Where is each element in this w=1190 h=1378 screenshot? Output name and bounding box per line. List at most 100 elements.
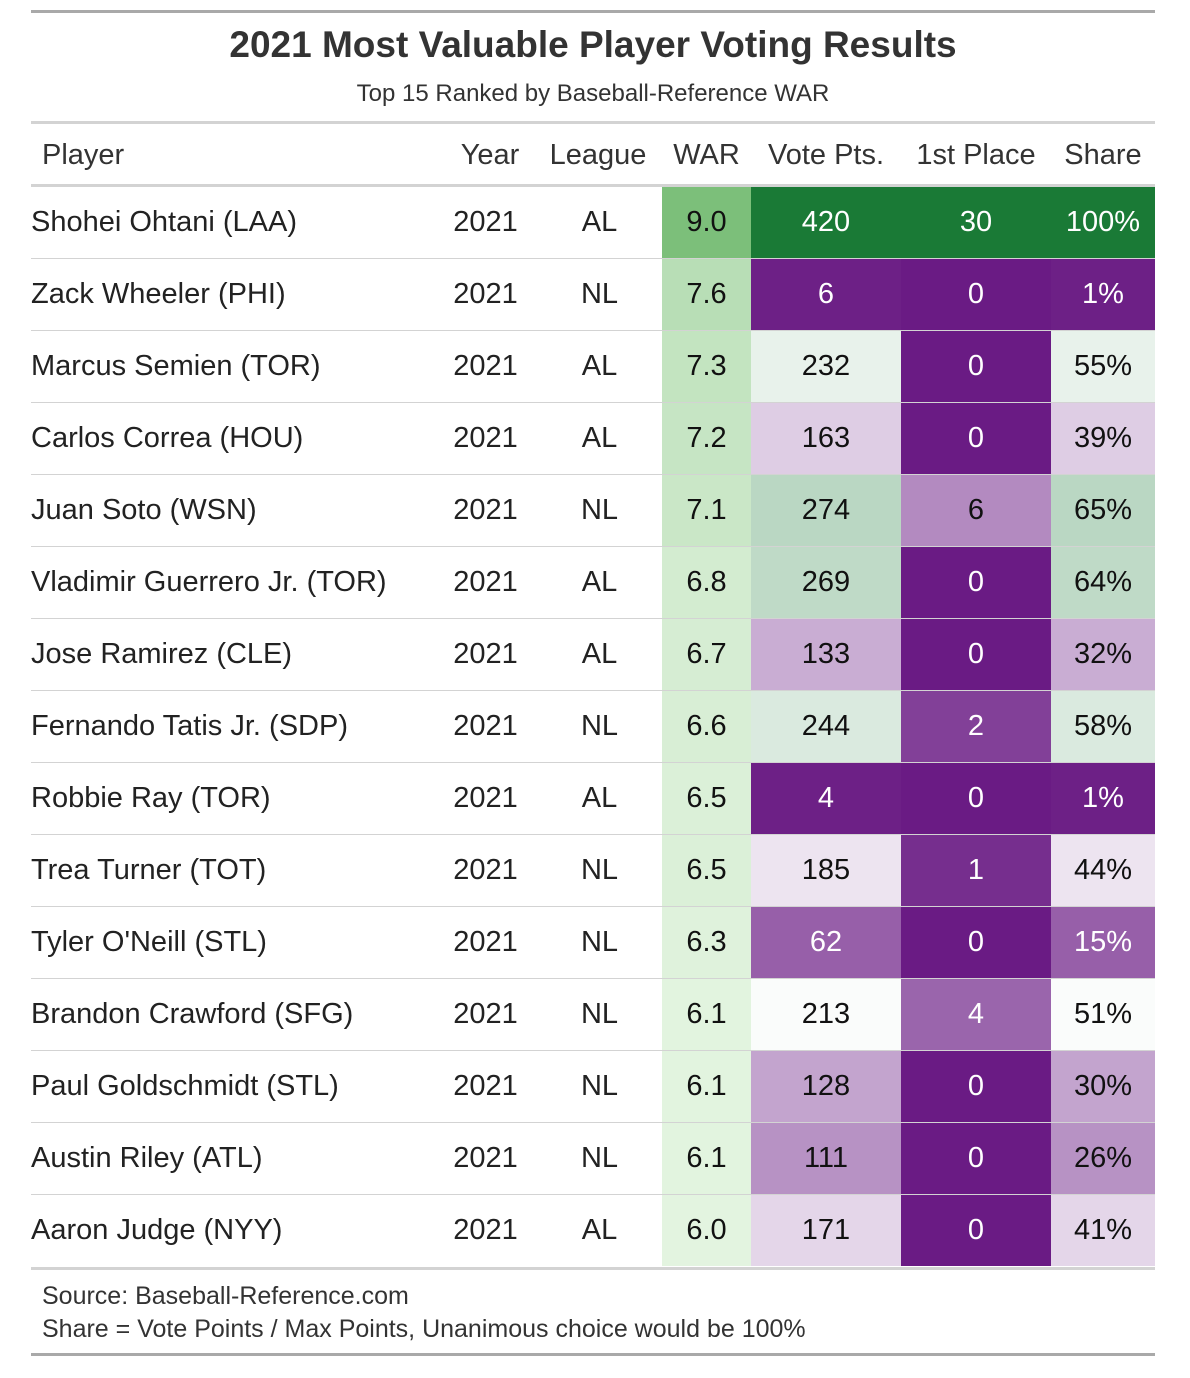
cell-league: NL bbox=[537, 258, 662, 331]
cell-vote-pts: 185 bbox=[751, 834, 901, 907]
cell-first-place: 0 bbox=[901, 258, 1051, 331]
header-player: Player bbox=[42, 139, 125, 171]
cell-league: AL bbox=[537, 187, 662, 259]
cell-year: 2021 bbox=[434, 906, 537, 979]
cell-vote-pts: 420 bbox=[751, 187, 901, 259]
cell-share: 1% bbox=[1051, 258, 1155, 331]
cell-league: AL bbox=[537, 546, 662, 619]
cell-vote-pts: 171 bbox=[751, 1194, 901, 1266]
cell-year: 2021 bbox=[434, 258, 537, 331]
table-row: Austin Riley (ATL) 2021 NL 6.1 111 0 26% bbox=[31, 1122, 1155, 1195]
cell-share: 55% bbox=[1051, 330, 1155, 403]
cell-player: Trea Turner (TOT) bbox=[31, 834, 434, 907]
cell-vote-pts: 244 bbox=[751, 690, 901, 763]
cell-league: NL bbox=[537, 1122, 662, 1195]
table-row: Shohei Ohtani (LAA) 2021 AL 9.0 420 30 100% bbox=[31, 187, 1155, 259]
cell-share: 44% bbox=[1051, 834, 1155, 907]
cell-share: 26% bbox=[1051, 1122, 1155, 1195]
cell-league: AL bbox=[581, 1214, 618, 1246]
cell-war: 6.1 bbox=[662, 1122, 751, 1195]
cell-year: 2021 bbox=[434, 690, 537, 763]
cell-share: 41% bbox=[1051, 1194, 1155, 1266]
cell-war: 6.6 bbox=[662, 690, 751, 763]
cell-year: 2021 bbox=[434, 978, 537, 1051]
cell-vote-pts: 4 bbox=[751, 762, 901, 835]
cell-share: 65% bbox=[1051, 474, 1155, 547]
cell-war: 6.0 bbox=[662, 1194, 751, 1266]
header-top-rule bbox=[31, 121, 1155, 124]
cell-league: NL bbox=[537, 978, 662, 1051]
cell-first-place: 0 bbox=[901, 618, 1051, 691]
column-header-row: Player Year League WAR Vote Pts. 1st Pla… bbox=[31, 124, 1155, 184]
header-bottom-rule bbox=[31, 184, 1155, 187]
table-row: Paul Goldschmidt (STL) 2021 NL 6.1 128 0 30% bbox=[31, 1050, 1155, 1123]
cell-league: AL bbox=[537, 762, 662, 835]
cell-share: 51% bbox=[1051, 978, 1155, 1051]
cell-first-place: 2 bbox=[901, 690, 1051, 763]
cell-share: 58% bbox=[1051, 690, 1155, 763]
cell-war: 9.0 bbox=[662, 187, 751, 259]
data-table: Shohei Ohtani (LAA) 2021 AL 9.0 420 30 100% Zac… bbox=[31, 187, 1155, 1266]
cell-player: Carlos Correa (HOU) bbox=[31, 402, 434, 475]
cell-vote-pts: 269 bbox=[751, 546, 901, 619]
cell-first-place: 30 bbox=[901, 187, 1051, 259]
cell-league: NL bbox=[537, 906, 662, 979]
cell-war: 6.3 bbox=[662, 906, 751, 979]
cell-vote-pts: 163 bbox=[751, 402, 901, 475]
cell-player: Tyler O'Neill (STL) bbox=[31, 906, 434, 979]
cell-share: 32% bbox=[1051, 618, 1155, 691]
cell-vote-pts: 62 bbox=[751, 906, 901, 979]
cell-share: 1% bbox=[1051, 762, 1155, 835]
cell-vote-pts: 213 bbox=[751, 978, 901, 1051]
cell-year: 2021 bbox=[434, 618, 537, 691]
cell-year: 2021 bbox=[453, 1214, 518, 1246]
cell-vote-pts: 128 bbox=[751, 1050, 901, 1123]
header-first-place: 1st Place bbox=[916, 139, 1036, 171]
cell-vote-pts: 232 bbox=[751, 330, 901, 403]
cell-year: 2021 bbox=[434, 546, 537, 619]
source-note: Source: Baseball-Reference.com bbox=[42, 1282, 409, 1310]
cell-war: 7.1 bbox=[662, 474, 751, 547]
header-year: Year bbox=[460, 139, 520, 171]
cell-player: Paul Goldschmidt (STL) bbox=[31, 1050, 434, 1123]
cell-war: 7.2 bbox=[662, 402, 751, 475]
table-row: Carlos Correa (HOU) 2021 AL 7.2 163 0 39% bbox=[31, 402, 1155, 475]
cell-first-place: 0 bbox=[901, 1194, 1051, 1266]
table-row: Vladimir Guerrero Jr. (TOR) 2021 AL 6.8 269 0… bbox=[31, 546, 1155, 619]
cell-first-place: 0 bbox=[901, 1050, 1051, 1123]
table-row: Marcus Semien (TOR) 2021 AL 7.3 232 0 55% bbox=[31, 330, 1155, 403]
table-row: Robbie Ray (TOR) 2021 AL 6.5 4 0 1% bbox=[31, 762, 1155, 835]
cell-year: 2021 bbox=[434, 474, 537, 547]
cell-first-place: 0 bbox=[901, 906, 1051, 979]
cell-war: 6.5 bbox=[662, 834, 751, 907]
cell-player: Brandon Crawford (SFG) bbox=[31, 978, 434, 1051]
chart-subtitle: Top 15 Ranked by Baseball-Reference WAR bbox=[356, 80, 830, 107]
cell-share: 64% bbox=[1051, 546, 1155, 619]
cell-year: 2021 bbox=[434, 187, 537, 259]
table-row: Tyler O'Neill (STL) 2021 NL 6.3 62 0 15% bbox=[31, 906, 1155, 979]
top-rule bbox=[31, 10, 1155, 13]
bottom-rule bbox=[31, 1353, 1155, 1356]
cell-player: Austin Riley (ATL) bbox=[31, 1122, 434, 1195]
table-row: Zack Wheeler (PHI) 2021 NL 7.6 6 0 1% bbox=[31, 258, 1155, 331]
table-body: Shohei Ohtani (LAA) 2021 AL 9.0 420 30 100% Zac… bbox=[31, 187, 1155, 1266]
cell-first-place: 4 bbox=[901, 978, 1051, 1051]
cell-player: Juan Soto (WSN) bbox=[31, 474, 434, 547]
cell-league: AL bbox=[537, 618, 662, 691]
cell-player: Aaron Judge (NYY) bbox=[31, 1214, 283, 1246]
cell-war: 6.7 bbox=[662, 618, 751, 691]
header-vote-pts: Vote Pts. bbox=[767, 139, 885, 171]
cell-war: 6.1 bbox=[662, 978, 751, 1051]
cell-player: Marcus Semien (TOR) bbox=[31, 330, 434, 403]
cell-league: NL bbox=[537, 474, 662, 547]
cell-year: 2021 bbox=[434, 330, 537, 403]
cell-league: NL bbox=[537, 1050, 662, 1123]
cell-player: Robbie Ray (TOR) bbox=[31, 762, 434, 835]
cell-player: Zack Wheeler (PHI) bbox=[31, 258, 434, 331]
table-row: Trea Turner (TOT) 2021 NL 6.5 185 1 44% bbox=[31, 834, 1155, 907]
cell-first-place: 0 bbox=[901, 546, 1051, 619]
cell-player: Fernando Tatis Jr. (SDP) bbox=[31, 690, 434, 763]
cell-first-place: 0 bbox=[901, 762, 1051, 835]
table-row: Jose Ramirez (CLE) 2021 AL 6.7 133 0 32% bbox=[31, 618, 1155, 691]
cell-war: 7.6 bbox=[662, 258, 751, 331]
